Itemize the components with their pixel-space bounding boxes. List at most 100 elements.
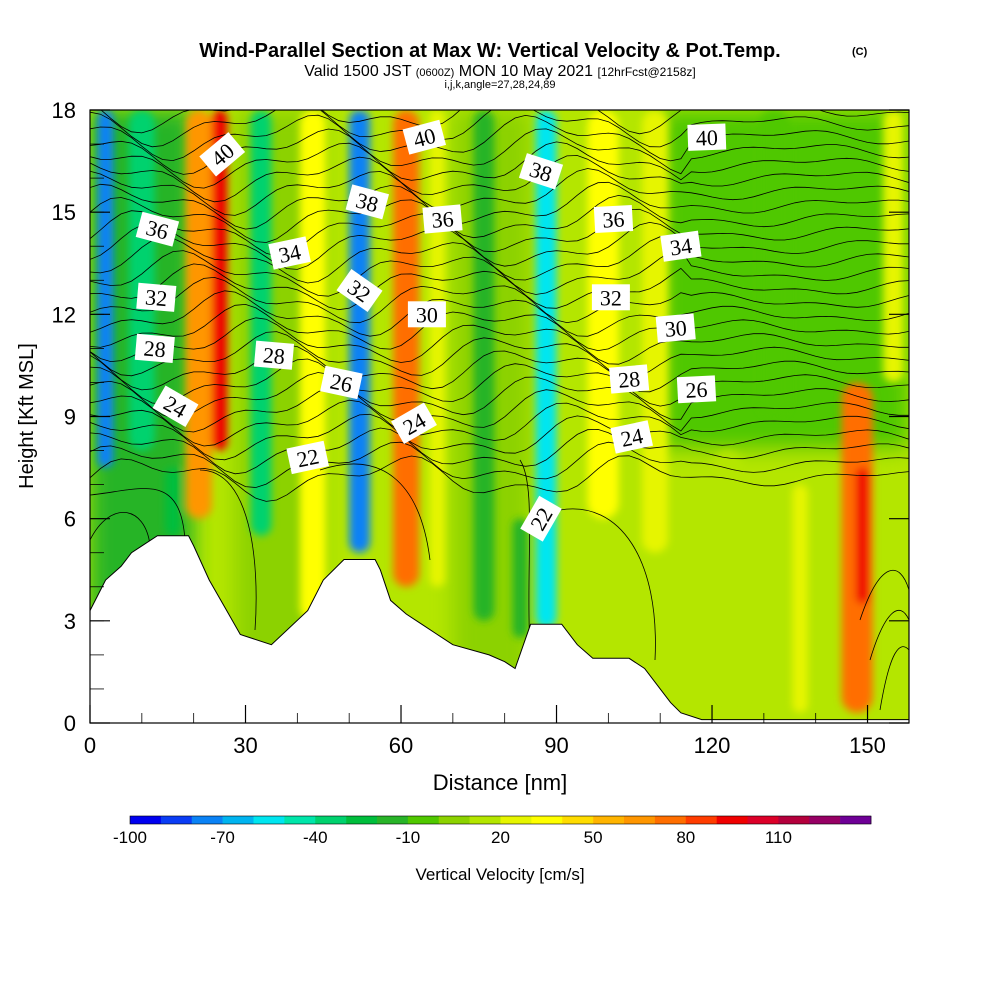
theta-label: 28	[253, 340, 295, 370]
x-tick-label: 0	[84, 733, 96, 758]
subtitle-line: Valid 1500 JST (0600Z) MON 10 May 2021 […	[304, 63, 695, 80]
title-mark: (C)	[852, 46, 868, 58]
theta-label-bg	[402, 119, 447, 155]
theta-label-bg	[593, 205, 634, 233]
theta-label-text: 26	[328, 368, 355, 397]
theta-label-text: 26	[685, 377, 708, 403]
colorbar-swatch	[222, 816, 254, 824]
theta-contour	[90, 386, 909, 433]
theta-contour	[90, 276, 909, 324]
subtitle-valid: Valid 1500 JST	[304, 63, 412, 80]
theta-contour	[859, 570, 909, 621]
theta-contour	[90, 455, 909, 502]
theta-label-bg	[391, 402, 437, 445]
colorbar-swatch	[809, 816, 841, 824]
theta-label-text: 30	[416, 302, 438, 327]
velocity-cell	[512, 518, 529, 638]
theta-contour	[90, 236, 909, 284]
theta-label-bg	[134, 333, 175, 364]
x-axis-label: Distance [nm]	[433, 770, 568, 795]
theta-label-bg	[268, 236, 311, 270]
velocity-cell	[712, 450, 744, 713]
chart-title: Wind-Parallel Section at Max W: Vertical…	[199, 40, 780, 62]
theta-label: 32	[591, 284, 630, 311]
theta-contour	[90, 427, 909, 475]
colorbar: -100 -70 -40 -10 20 50 80 110	[113, 815, 872, 847]
theta-label-text: 40	[695, 125, 718, 151]
theta-contour	[869, 609, 909, 661]
colorbar-frame	[129, 815, 872, 825]
velocity-cell	[393, 110, 420, 587]
y-tick-label: 18	[52, 98, 76, 123]
x-tick-label: 90	[544, 733, 568, 758]
velocity-cell	[165, 467, 181, 536]
colorbar-swatch	[284, 816, 316, 824]
theta-label-text: 22	[294, 443, 321, 472]
theta-contour	[90, 249, 909, 297]
theta-label-text: 36	[602, 206, 625, 232]
velocity-cell	[429, 110, 446, 587]
theta-contour	[90, 413, 909, 461]
velocity-cell	[473, 110, 495, 621]
colorbar-swatch	[438, 816, 470, 824]
theta-contour	[90, 358, 909, 407]
theta-label-bg	[320, 365, 363, 400]
theta-label: 32	[136, 282, 177, 312]
theta-label-text: 36	[430, 206, 454, 233]
chart-params: i,j,k,angle=27,28,24,89	[444, 79, 555, 91]
theta-label-bg	[520, 495, 562, 542]
colorbar-tick-label: -70	[210, 828, 235, 847]
theta-contour	[90, 441, 909, 488]
velocity-cell	[97, 110, 114, 468]
theta-label: 26	[320, 365, 363, 400]
terrain-mask	[90, 535, 909, 723]
colorbar-swatch	[593, 816, 625, 824]
theta-label-text: 34	[276, 239, 303, 268]
theta-contour	[90, 372, 909, 420]
velocity-cell	[883, 110, 904, 383]
theta-contour	[90, 317, 909, 365]
theta-label: 24	[610, 420, 653, 454]
theta-label-text: 28	[262, 342, 286, 369]
colorbar-label: Vertical Velocity [cm/s]	[415, 865, 584, 884]
theta-label-bg	[660, 230, 702, 262]
theta-label-bg	[609, 364, 650, 394]
theta-label: 38	[345, 184, 390, 220]
theta-label-text: 28	[143, 335, 167, 362]
y-tick-label: 15	[52, 200, 76, 225]
y-tick-label: 12	[52, 302, 76, 327]
theta-contour	[879, 646, 909, 711]
colorbar-swatch	[624, 816, 656, 824]
colorbar-swatch	[160, 816, 193, 824]
colorbar-swatch	[469, 816, 501, 824]
theta-contour	[90, 263, 909, 311]
subtitle-utc: (0600Z)	[416, 67, 455, 79]
theta-label-bg	[610, 420, 653, 454]
x-tick-label: 30	[233, 733, 257, 758]
velocity-cell	[128, 110, 155, 451]
velocity-cell	[185, 110, 212, 519]
theta-contour	[90, 194, 909, 243]
colorbar-tick-label: -100	[113, 828, 147, 847]
x-axis: 0 30 60 90 120 150	[84, 705, 886, 758]
theta-label: 30	[655, 313, 696, 343]
velocity-cell	[792, 484, 808, 713]
theta-label: 28	[134, 333, 175, 364]
x-tick-label: 120	[694, 733, 731, 758]
colorbar-swatch	[747, 816, 779, 824]
velocity-field	[90, 110, 909, 723]
theta-label-bg	[591, 284, 630, 311]
theta-contour	[90, 331, 909, 379]
theta-label: 30	[407, 301, 446, 328]
colorbar-swatch	[346, 816, 378, 824]
theta-contour	[90, 399, 909, 447]
theta-contour	[90, 110, 909, 148]
y-tick-label: 3	[64, 609, 76, 634]
theta-contour	[90, 155, 909, 203]
velocity-cell	[299, 110, 326, 621]
colorbar-tick-label: 110	[765, 828, 792, 847]
